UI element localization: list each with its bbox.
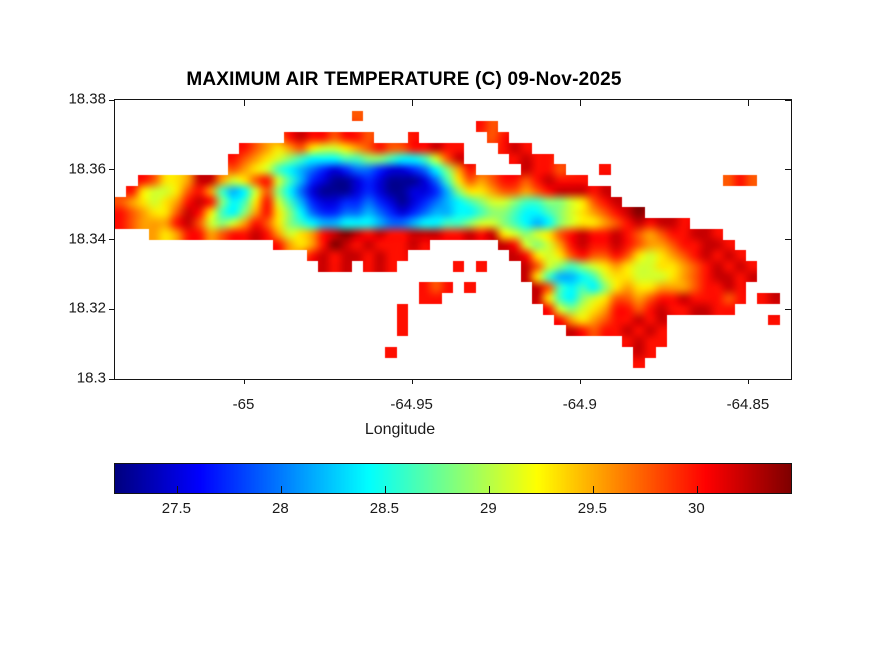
y-tick-mark <box>109 308 115 310</box>
y-tick-mark <box>785 308 791 310</box>
y-tick-label: 18.32 <box>68 299 106 317</box>
y-tick-label: 18.38 <box>68 90 106 108</box>
y-tick-mark <box>109 99 115 101</box>
x-tick-mark <box>580 379 582 384</box>
y-tick-mark <box>785 378 791 380</box>
y-tick-mark <box>109 169 115 171</box>
x-tick-label: -64.95 <box>390 396 433 413</box>
colorbar-tick-mark <box>592 486 594 493</box>
colorbar-tick-label: 29 <box>480 500 497 517</box>
x-tick-mark <box>412 100 414 106</box>
x-tick-label: -64.9 <box>562 396 597 413</box>
y-tick-mark <box>785 99 791 101</box>
y-tick-mark <box>109 378 115 380</box>
colorbar <box>114 463 792 494</box>
x-tick-label: -64.85 <box>726 396 770 413</box>
x-tick-mark <box>412 379 414 384</box>
y-tick-mark <box>109 239 115 240</box>
x-tick-mark <box>748 100 750 106</box>
chart-title: MAXIMUM AIR TEMPERATURE (C) 09-Nov-2025 <box>186 69 622 90</box>
colorbar-tick-mark <box>696 486 698 493</box>
y-tick-mark <box>785 169 791 171</box>
colorbar-tick-label: 29.5 <box>577 500 607 517</box>
y-tick-label: 18.3 <box>76 369 106 387</box>
x-tick-mark <box>243 379 245 384</box>
colorbar-tick-mark <box>384 486 386 493</box>
colorbar-gradient-canvas <box>115 464 791 493</box>
y-tick-label: 18.36 <box>68 160 106 178</box>
colorbar-tick-label: 30 <box>688 500 705 517</box>
x-axis-label: Longitude <box>364 421 436 438</box>
x-tick-mark <box>748 379 750 384</box>
colorbar-tick-mark <box>280 486 282 493</box>
colorbar-tick-label: 28.5 <box>369 500 399 517</box>
x-tick-mark <box>580 100 582 106</box>
x-tick-label: -65 <box>232 396 255 413</box>
colorbar-tick-label: 28 <box>272 500 289 517</box>
temperature-map-canvas <box>115 100 791 379</box>
colorbar-tick-mark <box>176 486 178 493</box>
plot-area <box>109 99 792 384</box>
y-tick-label: 18.34 <box>68 230 106 247</box>
colorbar-tick-label: 27.5 <box>161 500 191 517</box>
colorbar-tick-mark <box>488 486 490 493</box>
x-tick-mark <box>243 100 245 106</box>
y-tick-mark <box>785 239 791 240</box>
